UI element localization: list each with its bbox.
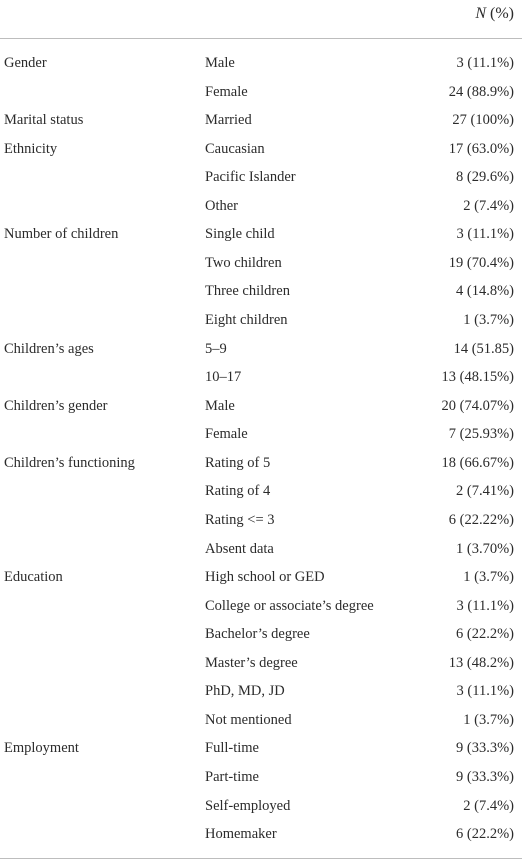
group-label: Education — [4, 569, 63, 586]
row-value: 19 (70.4%) — [448, 254, 514, 271]
row-item: 5–9 — [205, 340, 227, 357]
row-value: 3 (11.1%) — [456, 683, 514, 700]
group-label: Children’s functioning — [4, 454, 135, 471]
row-value: 6 (22.22%) — [448, 511, 514, 528]
row-item: Two children — [205, 254, 282, 271]
group-label: Marital status — [4, 112, 84, 129]
row-item: Other — [205, 197, 239, 214]
row-value: 2 (7.41%) — [456, 483, 514, 500]
row-item: Three children — [205, 283, 290, 300]
row-value: 3 (11.1%) — [456, 597, 514, 614]
row-item: Self-employed — [205, 797, 291, 814]
column-header: N (%) — [475, 5, 514, 23]
group-label: Gender — [4, 55, 47, 71]
row-value: 14 (51.85) — [453, 340, 514, 357]
row-item: Rating of 4 — [205, 483, 271, 500]
row-item: Single child — [205, 226, 275, 243]
row-value: 1 (3.7%) — [463, 569, 514, 586]
row-value: 7 (25.93%) — [448, 426, 514, 443]
row-item: Homemaker — [205, 826, 277, 843]
row-item: Rating of 5 — [205, 454, 271, 471]
group-label: Employment — [4, 740, 79, 757]
group-label: Number of children — [4, 226, 119, 243]
row-item: PhD, MD, JD — [205, 683, 285, 700]
group-label: Children’s gender — [4, 397, 108, 414]
row-value: 3 (11.1%) — [456, 226, 514, 243]
row-value: 2 (7.4%) — [463, 197, 514, 214]
row-value: 13 (48.2%) — [448, 654, 514, 671]
row-value: 8 (29.6%) — [456, 169, 514, 186]
row-item: Male — [205, 55, 235, 71]
header-symbol: N — [475, 5, 487, 22]
row-value: 13 (48.15%) — [441, 369, 515, 386]
row-item: Absent data — [205, 540, 274, 557]
row-item: Caucasian — [205, 140, 265, 157]
row-item: High school or GED — [205, 569, 325, 586]
row-value: 1 (3.70%) — [456, 540, 514, 557]
row-value: 24 (88.9%) — [448, 83, 514, 100]
row-item: Female — [205, 426, 248, 443]
row-value: 9 (33.3%) — [456, 740, 514, 757]
row-value: 18 (66.67%) — [441, 454, 515, 471]
row-value: 4 (14.8%) — [456, 283, 514, 300]
row-item: Not mentioned — [205, 711, 292, 728]
bottom-rule — [0, 858, 522, 859]
row-item: Female — [205, 83, 248, 100]
row-item: Bachelor’s degree — [205, 626, 310, 643]
row-item: Full-time — [205, 740, 259, 757]
row-item: Pacific Islander — [205, 169, 296, 186]
row-value: 3 (11.1%) — [456, 55, 514, 71]
row-value: 6 (22.2%) — [456, 626, 514, 643]
row-value: 9 (33.3%) — [456, 769, 514, 785]
row-value: 1 (3.7%) — [463, 312, 514, 329]
row-item: College or associate’s degree — [205, 597, 374, 614]
row-value: 2 (7.4%) — [463, 797, 514, 814]
row-item: Married — [205, 112, 252, 129]
row-value: 6 (22.2%) — [456, 826, 514, 843]
row-value: 17 (63.0%) — [448, 140, 514, 157]
group-label: Children’s ages — [4, 340, 94, 357]
row-item: 10–17 — [205, 369, 242, 386]
header-unit: (%) — [490, 5, 514, 22]
group-label: Ethnicity — [4, 140, 58, 157]
row-value: 27 (100%) — [452, 112, 514, 129]
row-value: 1 (3.7%) — [463, 711, 514, 728]
row-item: Male — [205, 397, 235, 414]
row-item: Rating <= 3 — [205, 511, 275, 528]
row-item: Eight children — [205, 312, 288, 329]
row-item: Master’s degree — [205, 654, 298, 671]
row-item: Part-time — [205, 769, 259, 785]
header-rule — [0, 38, 522, 39]
row-value: 20 (74.07%) — [441, 397, 515, 414]
